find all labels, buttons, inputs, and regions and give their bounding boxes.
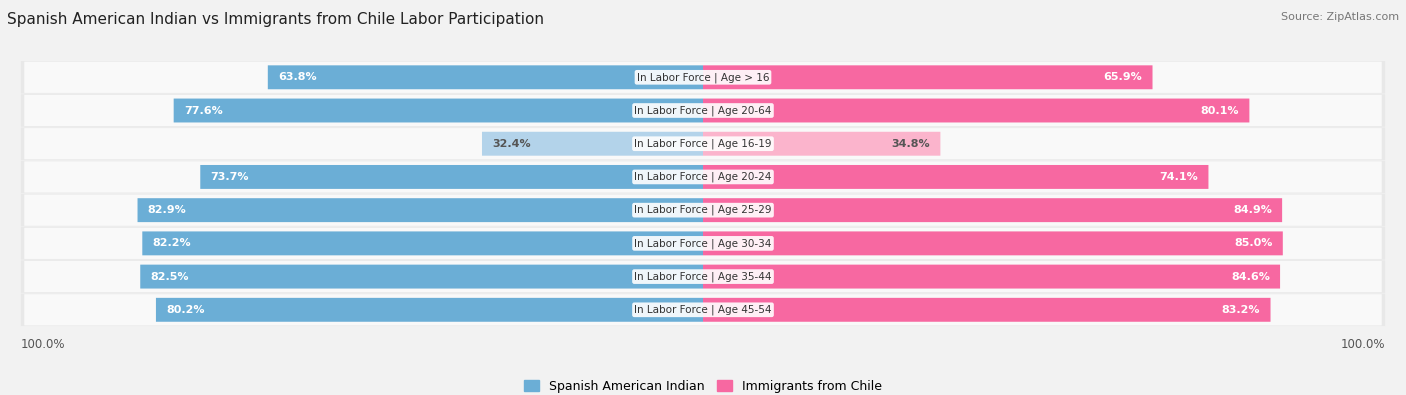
Text: 82.2%: 82.2% <box>152 238 191 248</box>
Legend: Spanish American Indian, Immigrants from Chile: Spanish American Indian, Immigrants from… <box>519 375 887 395</box>
Text: Source: ZipAtlas.com: Source: ZipAtlas.com <box>1281 12 1399 22</box>
FancyBboxPatch shape <box>24 161 1382 192</box>
Text: 83.2%: 83.2% <box>1222 305 1260 315</box>
FancyBboxPatch shape <box>703 231 1282 255</box>
FancyBboxPatch shape <box>703 99 1250 122</box>
Text: 32.4%: 32.4% <box>492 139 531 149</box>
FancyBboxPatch shape <box>21 128 1385 160</box>
Text: In Labor Force | Age > 16: In Labor Force | Age > 16 <box>637 72 769 83</box>
FancyBboxPatch shape <box>21 61 1385 94</box>
FancyBboxPatch shape <box>482 132 703 156</box>
Text: 73.7%: 73.7% <box>211 172 249 182</box>
FancyBboxPatch shape <box>24 62 1382 93</box>
FancyBboxPatch shape <box>21 161 1385 193</box>
FancyBboxPatch shape <box>21 260 1385 293</box>
Text: 63.8%: 63.8% <box>278 72 316 82</box>
FancyBboxPatch shape <box>703 165 1208 189</box>
FancyBboxPatch shape <box>24 228 1382 259</box>
Text: Spanish American Indian vs Immigrants from Chile Labor Participation: Spanish American Indian vs Immigrants fr… <box>7 12 544 27</box>
FancyBboxPatch shape <box>703 65 1153 89</box>
FancyBboxPatch shape <box>24 261 1382 292</box>
FancyBboxPatch shape <box>703 265 1279 288</box>
Text: In Labor Force | Age 16-19: In Labor Force | Age 16-19 <box>634 139 772 149</box>
Text: 80.2%: 80.2% <box>166 305 205 315</box>
Text: 82.5%: 82.5% <box>150 272 188 282</box>
FancyBboxPatch shape <box>703 198 1282 222</box>
FancyBboxPatch shape <box>24 294 1382 325</box>
Text: In Labor Force | Age 45-54: In Labor Force | Age 45-54 <box>634 305 772 315</box>
Text: 84.9%: 84.9% <box>1233 205 1272 215</box>
FancyBboxPatch shape <box>156 298 703 322</box>
FancyBboxPatch shape <box>138 198 703 222</box>
FancyBboxPatch shape <box>21 94 1385 127</box>
Text: In Labor Force | Age 25-29: In Labor Force | Age 25-29 <box>634 205 772 215</box>
FancyBboxPatch shape <box>24 128 1382 159</box>
FancyBboxPatch shape <box>200 165 703 189</box>
FancyBboxPatch shape <box>21 227 1385 260</box>
FancyBboxPatch shape <box>24 195 1382 226</box>
Text: 82.9%: 82.9% <box>148 205 187 215</box>
Text: In Labor Force | Age 30-34: In Labor Force | Age 30-34 <box>634 238 772 248</box>
FancyBboxPatch shape <box>21 293 1385 326</box>
Text: In Labor Force | Age 20-64: In Labor Force | Age 20-64 <box>634 105 772 116</box>
Text: 34.8%: 34.8% <box>891 139 931 149</box>
Text: In Labor Force | Age 20-24: In Labor Force | Age 20-24 <box>634 172 772 182</box>
FancyBboxPatch shape <box>24 95 1382 126</box>
FancyBboxPatch shape <box>142 231 703 255</box>
Text: 80.1%: 80.1% <box>1201 105 1239 115</box>
Text: In Labor Force | Age 35-44: In Labor Force | Age 35-44 <box>634 271 772 282</box>
Text: 84.6%: 84.6% <box>1232 272 1270 282</box>
Text: 74.1%: 74.1% <box>1160 172 1198 182</box>
Text: 77.6%: 77.6% <box>184 105 222 115</box>
FancyBboxPatch shape <box>21 194 1385 226</box>
FancyBboxPatch shape <box>267 65 703 89</box>
FancyBboxPatch shape <box>703 298 1271 322</box>
Text: 100.0%: 100.0% <box>1340 338 1385 351</box>
FancyBboxPatch shape <box>174 99 703 122</box>
FancyBboxPatch shape <box>141 265 703 288</box>
FancyBboxPatch shape <box>703 132 941 156</box>
Text: 85.0%: 85.0% <box>1234 238 1272 248</box>
Text: 100.0%: 100.0% <box>21 338 66 351</box>
Text: 65.9%: 65.9% <box>1104 72 1142 82</box>
